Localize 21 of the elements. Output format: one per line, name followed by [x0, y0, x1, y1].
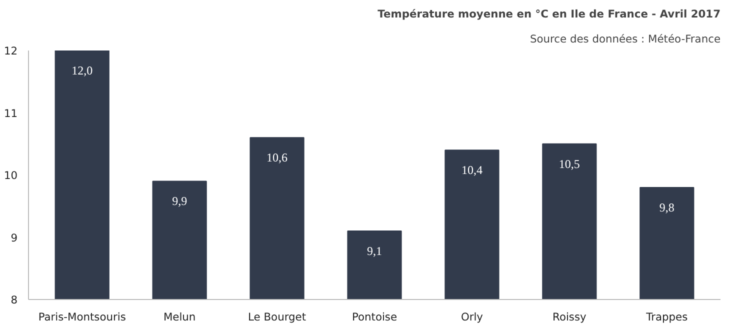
data-label: 10,6 [266, 150, 288, 165]
data-label: 10,4 [461, 163, 482, 178]
y-tick-label: 10 [4, 169, 18, 182]
chart-title: Température moyenne en °C en Ile de France - Avril 2017 [378, 8, 721, 20]
y-tick-label: 9 [10, 231, 18, 244]
x-tick-label: Pontoise [352, 310, 398, 324]
x-tick-label: Roissy [552, 310, 586, 324]
x-tick-label: Paris-Montsouris [38, 310, 126, 324]
data-label: 10,5 [558, 156, 580, 171]
chart-subtitle: Source des données : Météo-France [530, 32, 721, 46]
x-tick-label: Orly [460, 310, 483, 324]
data-label: 9,9 [172, 194, 188, 208]
data-label: 12,0 [72, 64, 93, 78]
x-tick-label: Le Bourget [248, 310, 306, 324]
y-tick-label: 8 [10, 294, 18, 306]
data-label: 9,8 [659, 200, 674, 214]
x-tick-label: Trappes [645, 310, 688, 324]
y-tick-label: 11 [4, 106, 18, 120]
data-label: 9,1 [367, 244, 382, 258]
x-tick-label: Melun [163, 310, 196, 324]
y-tick-label: 12 [4, 44, 18, 58]
